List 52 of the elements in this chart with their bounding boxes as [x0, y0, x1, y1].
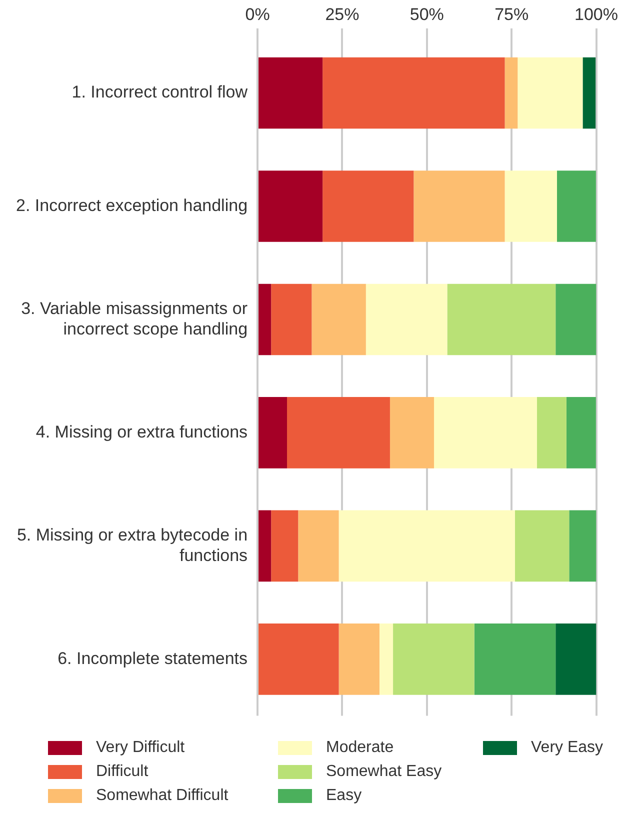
legend-label: Moderate [326, 739, 394, 757]
y-tick-label: 2. Incorrect exception handling [16, 196, 248, 215]
bar [504, 57, 518, 129]
bar [338, 510, 515, 582]
bar [504, 170, 557, 242]
bar [566, 397, 596, 468]
x-tick-label: 0% [245, 4, 270, 24]
bar [393, 624, 474, 695]
legend-label: Very Difficult [96, 739, 185, 757]
bar [414, 170, 505, 242]
bar [447, 284, 556, 356]
legend-label: Very Easy [531, 739, 604, 757]
bar [258, 510, 272, 582]
legend-label: Somewhat Difficult [96, 787, 228, 805]
bar [556, 284, 596, 356]
y-tick-label: 3. Variable misassignments or incorrect scope handling [21, 298, 248, 338]
bar [287, 397, 390, 468]
bar [366, 284, 448, 356]
y-tick-label: 5. Missing or extra bytecode in functions [16, 525, 248, 565]
y-tick-label: 1. Incorrect control flow [72, 82, 248, 102]
bar [258, 397, 288, 468]
bar [258, 170, 323, 242]
bar [258, 624, 339, 695]
legend-label: Difficult [96, 763, 148, 781]
bar [322, 170, 414, 242]
y-tick-label: 4. Missing or extra functions [36, 422, 248, 442]
bar [536, 397, 566, 468]
bar [474, 624, 556, 695]
bar [569, 510, 596, 582]
bar [258, 57, 323, 129]
bar [556, 170, 596, 242]
x-tick-label: 50% [410, 4, 444, 24]
bar [322, 57, 505, 129]
bar [556, 624, 596, 695]
x-tick-label: 100% [574, 4, 618, 24]
bar [379, 624, 394, 695]
bar [390, 397, 434, 468]
bar [312, 284, 366, 356]
x-tick-label: 25% [325, 4, 360, 24]
bar [434, 397, 537, 468]
bar [271, 510, 298, 582]
y-tick-label: 6. Incomplete statements [58, 648, 248, 668]
bar [258, 284, 272, 356]
x-tick-label: 75% [494, 4, 529, 24]
bar [514, 510, 570, 582]
legend-label: Easy [326, 787, 362, 805]
legend-label: Somewhat Easy [326, 763, 442, 781]
bar [298, 510, 339, 582]
bar [338, 624, 380, 695]
bar [582, 57, 596, 129]
bar [518, 57, 583, 129]
bar [271, 284, 312, 356]
